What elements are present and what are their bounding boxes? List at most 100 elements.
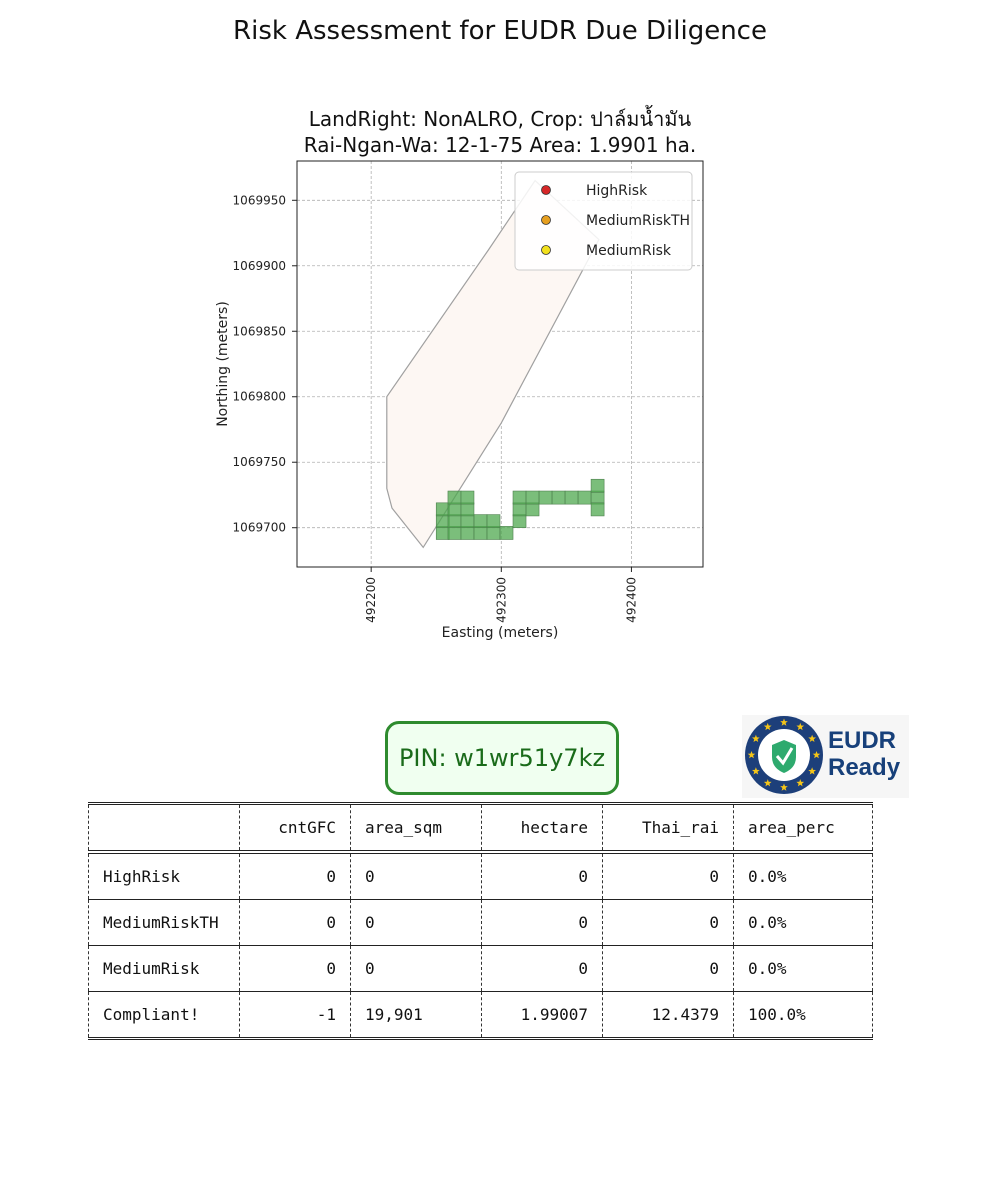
- compliant-cell: [551, 490, 566, 505]
- chart-title-line1: LandRight: NonALRO, Crop: ปาล์มน้ำมัน: [309, 105, 692, 131]
- compliant-cell: [590, 478, 605, 493]
- legend-marker: [541, 215, 551, 225]
- compliant-cell: [512, 514, 527, 529]
- star-icon: [752, 767, 760, 775]
- table-row: MediumRiskTH 0 0 0 0 0.0%: [88, 899, 873, 946]
- parcel-boundary: [386, 179, 600, 549]
- cell-cntgfc: 0: [239, 899, 351, 946]
- compliant-cell: [435, 526, 450, 540]
- compliant-cell: [447, 526, 462, 540]
- compliant-cell: [447, 502, 462, 517]
- legend-label: MediumRisk: [586, 243, 672, 259]
- compliant-cell: [525, 490, 540, 505]
- star-icon: [780, 718, 788, 726]
- eudr-ready-logo: EUDR Ready: [742, 715, 909, 798]
- table-row: MediumRisk 0 0 0 0 0.0%: [88, 945, 873, 992]
- compliant-cell: [577, 490, 592, 505]
- x-axis-label: Easting (meters): [442, 625, 559, 641]
- compliant-cell: [525, 502, 540, 517]
- header-thai-rai: Thai_rai: [602, 803, 734, 853]
- pin-label: PIN: w1wr51y7kz: [398, 744, 606, 772]
- compliant-cell: [460, 490, 475, 505]
- header-index: [88, 803, 240, 853]
- x-tick-label: 492300: [494, 577, 508, 623]
- header-area-perc: area_perc: [733, 803, 873, 853]
- compliant-cell: [590, 502, 605, 517]
- y-axis-label: Northing (meters): [215, 301, 231, 427]
- compliant-cell: [473, 514, 488, 529]
- compliant-cell: [590, 490, 605, 505]
- star-icon: [780, 783, 788, 791]
- cell-area-perc: 0.0%: [733, 945, 873, 992]
- star-icon: [763, 722, 772, 731]
- star-icon: [808, 734, 816, 742]
- logo-text-ready: Ready: [828, 754, 901, 781]
- cell-cntgfc: -1: [239, 991, 351, 1039]
- star-icon: [796, 779, 805, 787]
- eudr-seal-icon: [745, 716, 823, 794]
- compliant-cell: [486, 514, 501, 529]
- compliant-cell: [460, 514, 475, 529]
- cell-area-perc: 100.0%: [733, 991, 873, 1039]
- compliant-cell: [473, 526, 488, 540]
- page-title: Risk Assessment for EUDR Due Diligence: [233, 16, 767, 46]
- star-icon: [763, 779, 772, 787]
- legend-marker: [541, 245, 551, 255]
- header-area-sqm: area_sqm: [350, 803, 482, 853]
- cell-hectare: 0: [481, 945, 603, 992]
- header-hectare: hectare: [481, 803, 603, 853]
- row-label: MediumRisk: [88, 945, 240, 992]
- risk-summary-table: cntGFC area_sqm hectare Thai_rai area_pe…: [88, 802, 873, 1040]
- compliant-cell: [512, 490, 527, 505]
- legend-marker: [541, 185, 551, 195]
- y-tick-label: 1069900: [233, 259, 286, 273]
- cell-hectare: 0: [481, 899, 603, 946]
- row-label: MediumRiskTH: [88, 899, 240, 946]
- star-icon: [752, 734, 760, 742]
- cell-cntgfc: 0: [239, 945, 351, 992]
- compliant-cell: [564, 490, 579, 505]
- compliant-cell: [486, 526, 501, 540]
- compliant-cell: [499, 526, 514, 540]
- legend-box: [514, 171, 693, 271]
- table-row: Compliant! -1 19,901 1.99007 12.4379 100…: [88, 991, 873, 1039]
- compliant-cell: [512, 502, 527, 517]
- compliant-cell: [447, 490, 462, 505]
- cell-hectare: 1.99007: [481, 991, 603, 1039]
- cell-thai-rai: 0: [602, 945, 734, 992]
- y-tick-label: 1069850: [233, 324, 286, 338]
- cell-thai-rai: 12.4379: [602, 991, 734, 1039]
- cell-hectare: 0: [481, 852, 603, 900]
- cell-cntgfc: 0: [239, 852, 351, 900]
- cell-thai-rai: 0: [602, 899, 734, 946]
- y-tick-label: 1069700: [233, 521, 286, 535]
- star-icon: [747, 751, 756, 759]
- row-label: HighRisk: [88, 852, 240, 900]
- cell-area-sqm: 0: [350, 945, 482, 992]
- chart-title-line2: Rai-Ngan-Wa: 12-1-75 Area: 1.9901 ha.: [304, 133, 697, 157]
- plot-frame: [296, 160, 704, 568]
- compliant-cell: [435, 502, 450, 517]
- star-icon: [808, 767, 816, 775]
- cell-area-perc: 0.0%: [733, 899, 873, 946]
- star-icon: [812, 751, 821, 759]
- table-row: HighRisk 0 0 0 0 0.0%: [88, 852, 873, 900]
- risk-map-chart: LandRight: NonALRO, Crop: ปาล์มน้ำมันRai…: [215, 105, 704, 641]
- logo-text-eudr: EUDR: [828, 727, 897, 754]
- legend-label: HighRisk: [586, 183, 648, 199]
- x-tick-label: 492400: [624, 577, 638, 623]
- cell-thai-rai: 0: [602, 852, 734, 900]
- legend-label: MediumRiskTH: [586, 213, 690, 229]
- y-tick-label: 1069750: [233, 455, 286, 469]
- y-tick-label: 1069800: [233, 390, 286, 404]
- star-icon: [796, 722, 805, 731]
- y-tick-label: 1069950: [233, 193, 286, 207]
- cell-area-sqm: 0: [350, 899, 482, 946]
- compliant-cell: [447, 514, 462, 529]
- compliant-cell: [460, 526, 475, 540]
- compliant-cell: [538, 490, 553, 505]
- cell-area-sqm: 19,901: [350, 991, 482, 1039]
- cell-area-sqm: 0: [350, 852, 482, 900]
- row-label: Compliant!: [88, 991, 240, 1039]
- compliant-cell: [460, 502, 475, 517]
